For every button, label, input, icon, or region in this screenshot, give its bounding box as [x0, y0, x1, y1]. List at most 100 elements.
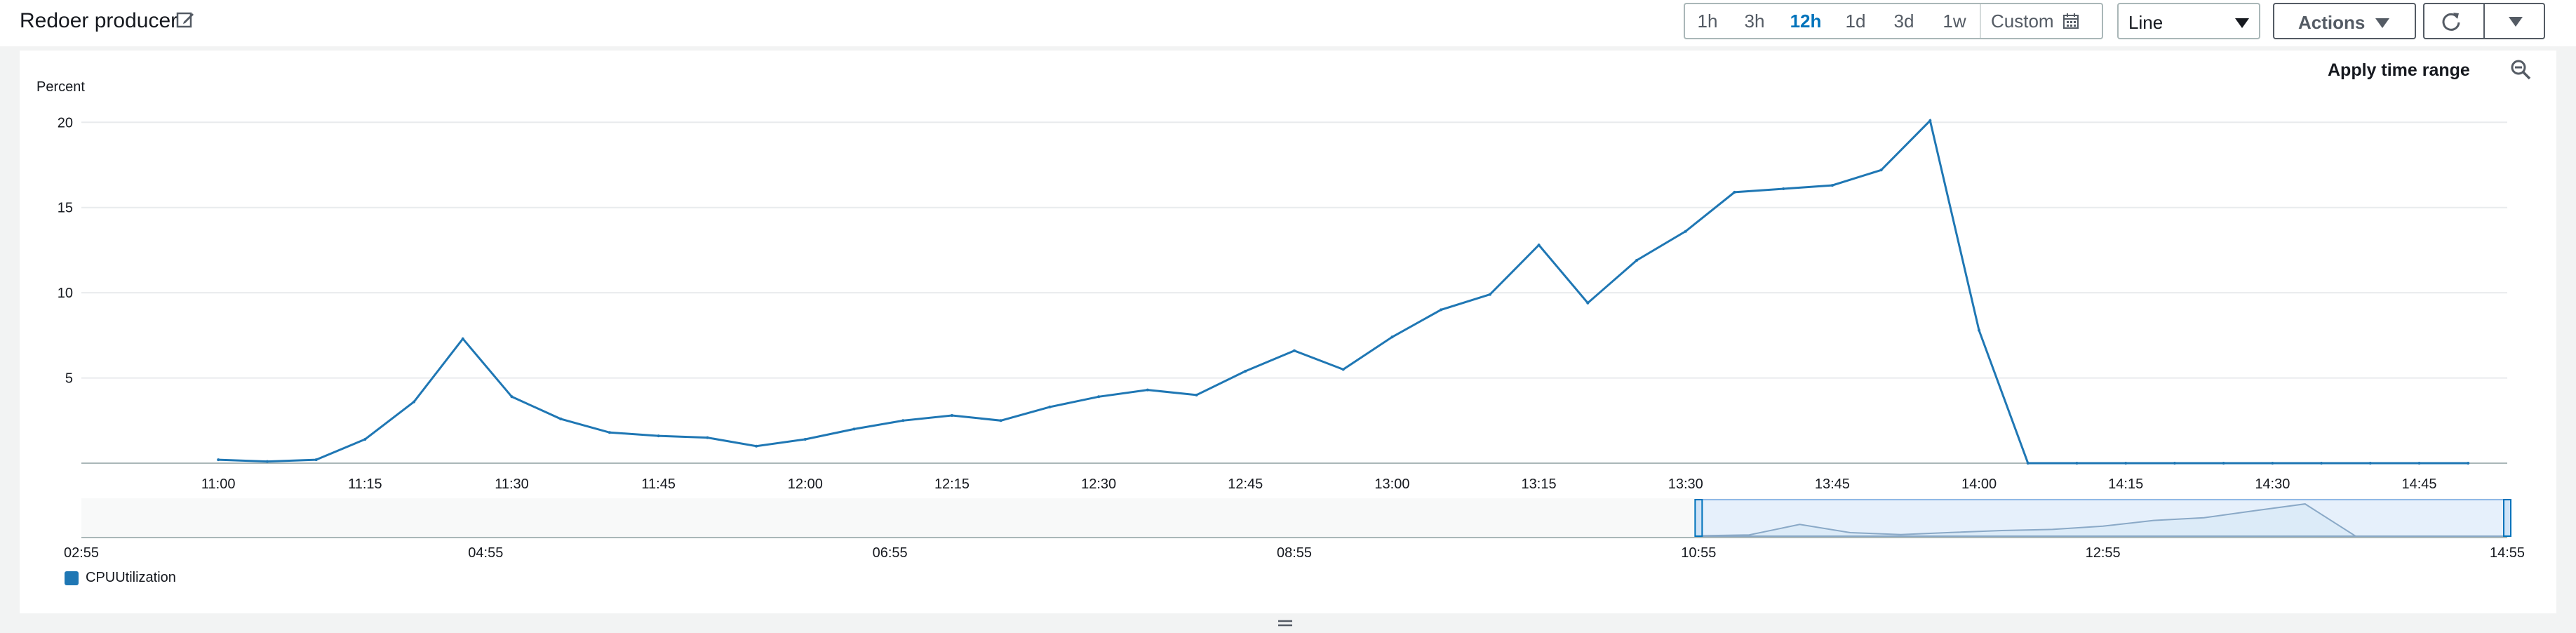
y-tick-label: 5: [65, 371, 73, 387]
data-point: [2222, 462, 2225, 465]
refresh-options-chevron-icon[interactable]: [2509, 17, 2523, 27]
view-type-value: Line: [2128, 12, 2164, 33]
data-point: [1048, 405, 1052, 408]
x-tick-label: 12:00: [788, 477, 823, 492]
data-point: [1390, 335, 1394, 339]
data-point: [755, 444, 758, 448]
data-point: [1978, 328, 1981, 332]
x-tick-label: 14:15: [2108, 477, 2143, 492]
x-tick-label: 11:15: [348, 477, 382, 492]
data-point: [803, 438, 807, 441]
data-point: [1488, 293, 1491, 296]
data-point: [1146, 388, 1149, 392]
zoom-out-icon[interactable]: [2510, 59, 2531, 80]
x-tick-label: 13:45: [1815, 477, 1850, 492]
time-range-3h[interactable]: 3h: [1744, 10, 1765, 32]
data-point: [1928, 119, 1932, 122]
data-point: [1341, 368, 1345, 371]
edit-icon[interactable]: [175, 10, 195, 29]
data-point: [1195, 393, 1198, 397]
data-point: [1733, 190, 1736, 194]
data-point: [1879, 168, 1883, 172]
data-point: [1537, 244, 1541, 247]
button-divider: [2483, 4, 2485, 38]
overview-line: [1698, 503, 2507, 537]
data-point: [2467, 462, 2470, 465]
data-point: [999, 419, 1002, 422]
apply-time-range-link[interactable]: Apply time range: [2328, 60, 2470, 80]
chevron-down-icon: [2375, 18, 2389, 28]
data-point: [363, 438, 367, 441]
time-range-custom[interactable]: Custom: [1980, 4, 2089, 38]
data-point: [2026, 462, 2030, 465]
data-point: [1097, 395, 1101, 399]
data-point: [1635, 259, 1639, 262]
x-tick-labels: 11:00 11:15 11:30 11:45 12:00 12:15 12:30 12:45…: [201, 477, 2437, 492]
data-point: [1586, 301, 1590, 305]
overview-tick-label: 06:55: [873, 545, 908, 561]
legend-label[interactable]: CPUUtilization: [86, 570, 176, 585]
data-point: [950, 414, 953, 417]
data-point: [901, 419, 905, 422]
data-point: [1244, 369, 1247, 373]
chevron-down-icon: [2235, 18, 2249, 28]
overview-right-handle[interactable]: [2503, 499, 2511, 537]
calendar-icon: [2062, 13, 2079, 29]
refresh-icon[interactable]: [2440, 11, 2462, 33]
y-grid: [81, 121, 2507, 464]
data-point: [1440, 308, 1443, 312]
time-range-1w[interactable]: 1w: [1943, 10, 1966, 32]
time-range-1h[interactable]: 1h: [1697, 10, 1718, 32]
overview-tick-label: 10:55: [1681, 545, 1716, 561]
data-point: [852, 427, 856, 431]
overview-left-handle[interactable]: [1694, 499, 1703, 537]
x-tick-label: 13:00: [1374, 477, 1409, 492]
x-tick-label: 14:45: [2401, 477, 2436, 492]
y-axis-label: Percent: [36, 79, 85, 95]
data-point: [2368, 462, 2372, 465]
time-range-12h[interactable]: 12h: [1790, 10, 1822, 32]
resize-handle-icon[interactable]: [1277, 618, 1294, 629]
x-tick-label: 11:45: [641, 477, 676, 492]
x-tick-label: 12:30: [1081, 477, 1116, 492]
widget-header: Redoer producer 1h 3h 12h 1d 3d 1w Custo…: [0, 0, 2576, 46]
x-tick-label: 13:15: [1522, 477, 1557, 492]
data-point: [2417, 462, 2421, 465]
data-point: [1684, 229, 1687, 233]
overview-tick-labels: 02:55 04:55 06:55 08:55 10:55 12:55 14:55: [64, 545, 2525, 561]
x-tick-label: 14:00: [1961, 477, 1997, 492]
actions-button[interactable]: Actions: [2273, 3, 2416, 39]
x-tick-label: 12:15: [934, 477, 970, 492]
data-point: [412, 400, 416, 404]
overview-tick-label: 02:55: [64, 545, 99, 561]
cpu-utilization-line: [218, 118, 2469, 465]
data-point: [559, 417, 563, 420]
data-point: [1830, 184, 1834, 187]
overview-tick-label: 08:55: [1277, 545, 1312, 561]
cpu-utilization-points: [217, 119, 2470, 465]
data-point: [1293, 349, 1296, 352]
overview-tick-label: 04:55: [468, 545, 503, 561]
time-range-3d[interactable]: 3d: [1893, 10, 1914, 32]
data-point: [217, 458, 220, 462]
custom-label: Custom: [1991, 10, 2054, 32]
data-point: [1782, 187, 1785, 190]
data-point: [608, 431, 611, 434]
y-tick-label: 20: [58, 115, 73, 131]
widget-title: Redoer producer: [20, 9, 178, 32]
data-point: [265, 460, 269, 463]
y-tick-label: 15: [58, 201, 73, 216]
view-type-select[interactable]: Line: [2117, 3, 2260, 39]
overview-tick-label: 14:55: [2490, 545, 2525, 561]
x-tick-label: 12:45: [1228, 477, 1263, 492]
data-point: [706, 436, 709, 439]
actions-label: Actions: [2298, 12, 2366, 33]
y-tick-label: 10: [58, 286, 73, 301]
legend-swatch: [65, 571, 79, 585]
data-point: [2271, 462, 2274, 465]
time-range-1d[interactable]: 1d: [1845, 10, 1866, 32]
x-tick-label: 14:30: [2255, 477, 2290, 492]
data-point: [461, 337, 464, 340]
data-point: [2173, 462, 2176, 465]
